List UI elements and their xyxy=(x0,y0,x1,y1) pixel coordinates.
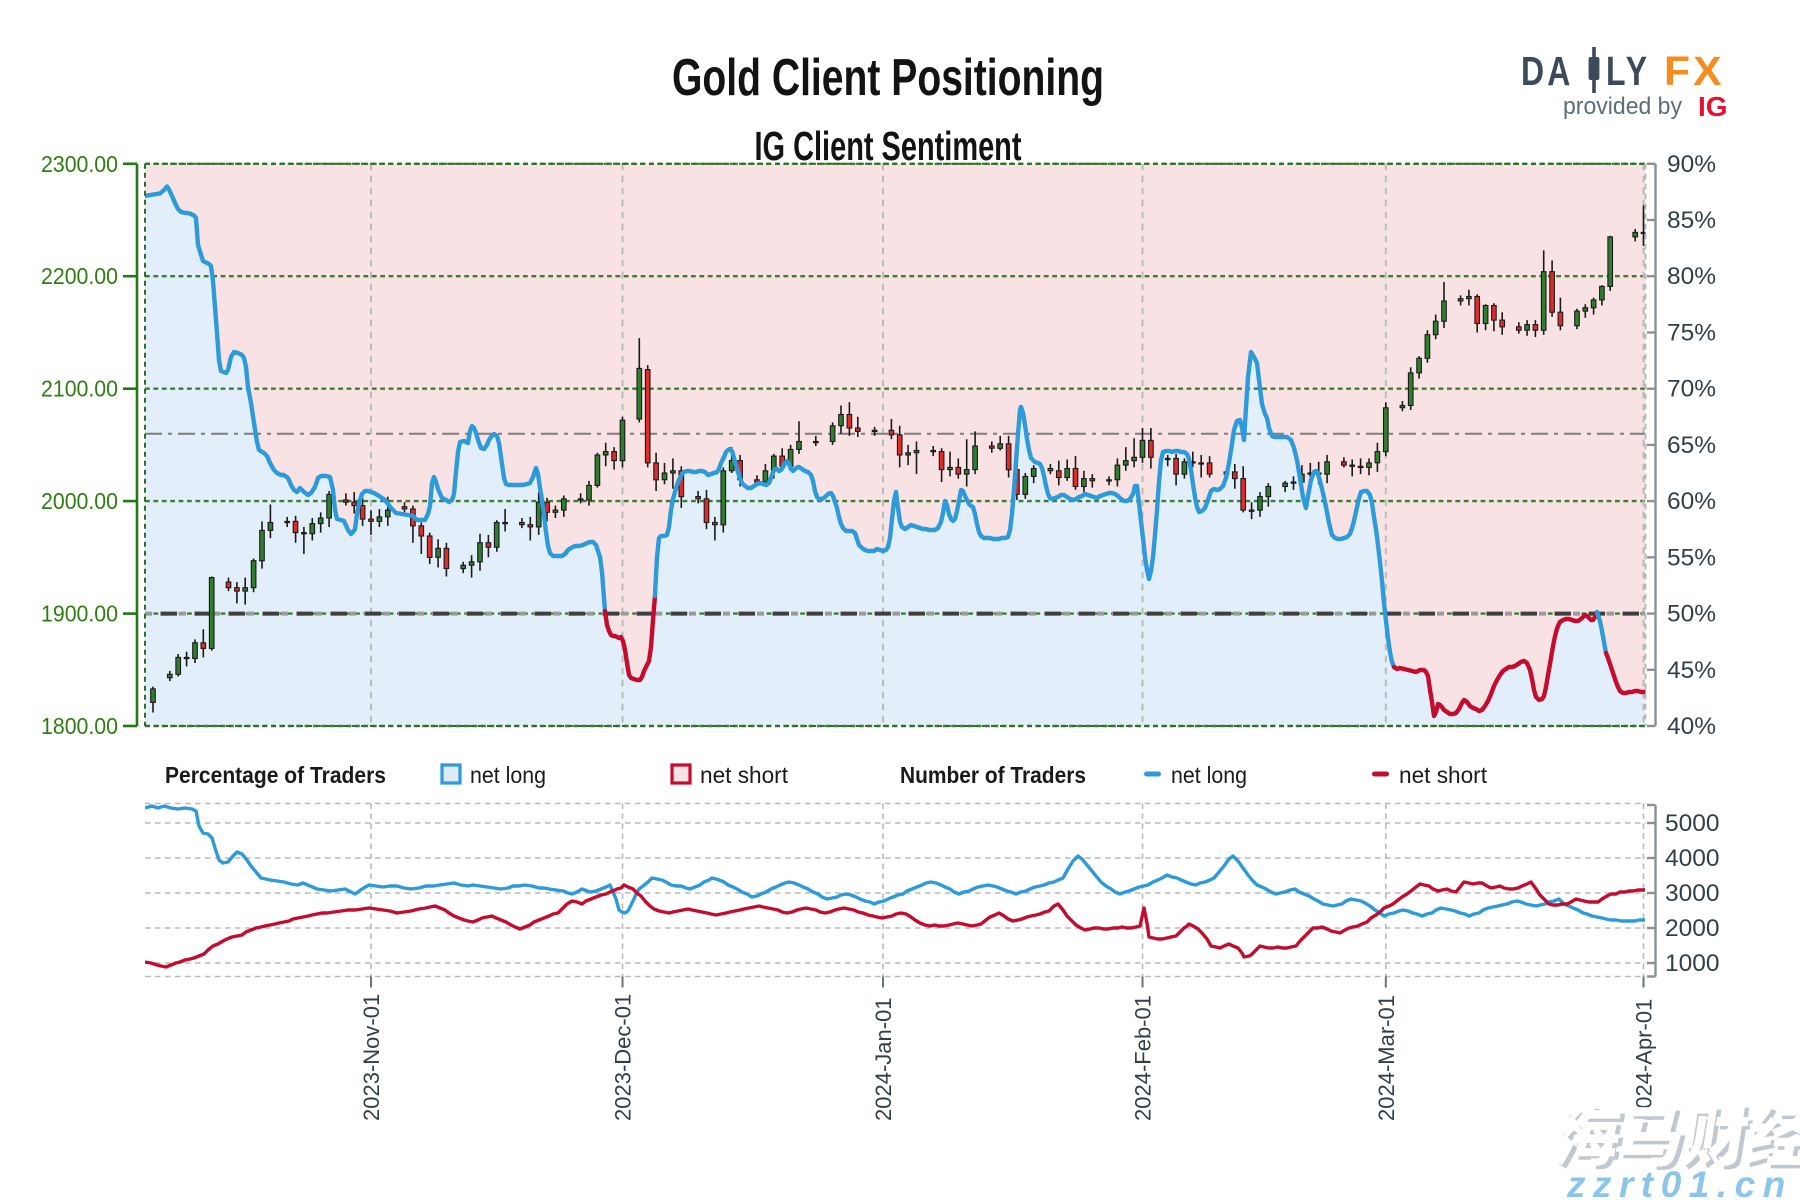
svg-text:90%: 90% xyxy=(1667,151,1716,178)
svg-text:2200.00: 2200.00 xyxy=(41,263,118,289)
svg-text:1900.00: 1900.00 xyxy=(41,601,118,627)
svg-text:3000: 3000 xyxy=(1665,880,1720,907)
svg-text:net long: net long xyxy=(1171,762,1247,788)
svg-text:2024-Mar-01: 2024-Mar-01 xyxy=(1374,995,1399,1121)
svg-text:5000: 5000 xyxy=(1665,810,1720,837)
svg-text:DA: DA xyxy=(1521,48,1573,94)
svg-text:80%: 80% xyxy=(1667,263,1716,290)
svg-text:net short: net short xyxy=(700,762,789,788)
svg-text:2023-Nov-01: 2023-Nov-01 xyxy=(359,994,384,1121)
svg-text:45%: 45% xyxy=(1667,657,1716,684)
svg-text:2300.00: 2300.00 xyxy=(41,151,118,177)
svg-text:2024-Feb-01: 2024-Feb-01 xyxy=(1131,995,1156,1121)
svg-text:Number of Traders: Number of Traders xyxy=(900,762,1086,788)
svg-text:Percentage of Traders: Percentage of Traders xyxy=(165,762,386,788)
svg-text:50%: 50% xyxy=(1667,601,1716,628)
svg-text:85%: 85% xyxy=(1667,207,1716,234)
svg-text:2024-Jan-01: 2024-Jan-01 xyxy=(871,997,896,1121)
svg-text:40%: 40% xyxy=(1667,713,1716,740)
svg-text:65%: 65% xyxy=(1667,432,1716,459)
svg-text:zzrt01.cn: zzrt01.cn xyxy=(1566,1164,1793,1200)
svg-text:IG Client Sentiment: IG Client Sentiment xyxy=(755,123,1022,169)
svg-text:1800.00: 1800.00 xyxy=(41,713,118,739)
svg-text:net short: net short xyxy=(1399,762,1488,788)
svg-text:1000: 1000 xyxy=(1665,950,1720,977)
svg-text:LY: LY xyxy=(1606,48,1650,94)
svg-text:2023-Dec-01: 2023-Dec-01 xyxy=(611,994,636,1121)
svg-text:FX: FX xyxy=(1664,48,1725,94)
svg-text:70%: 70% xyxy=(1667,376,1716,403)
svg-text:60%: 60% xyxy=(1667,488,1716,515)
svg-text:2024-Apr-01: 2024-Apr-01 xyxy=(1632,999,1657,1121)
svg-text:4000: 4000 xyxy=(1665,845,1720,872)
svg-text:55%: 55% xyxy=(1667,544,1716,571)
svg-text:2100.00: 2100.00 xyxy=(41,376,118,402)
svg-text:net long: net long xyxy=(470,762,546,788)
svg-text:provided by: provided by xyxy=(1563,93,1683,120)
svg-text:IG: IG xyxy=(1698,91,1728,122)
svg-text:2000.00: 2000.00 xyxy=(41,488,118,514)
svg-text:Gold Client Positioning: Gold Client Positioning xyxy=(672,49,1104,107)
svg-text:2000: 2000 xyxy=(1665,915,1720,942)
svg-text:75%: 75% xyxy=(1667,320,1716,347)
